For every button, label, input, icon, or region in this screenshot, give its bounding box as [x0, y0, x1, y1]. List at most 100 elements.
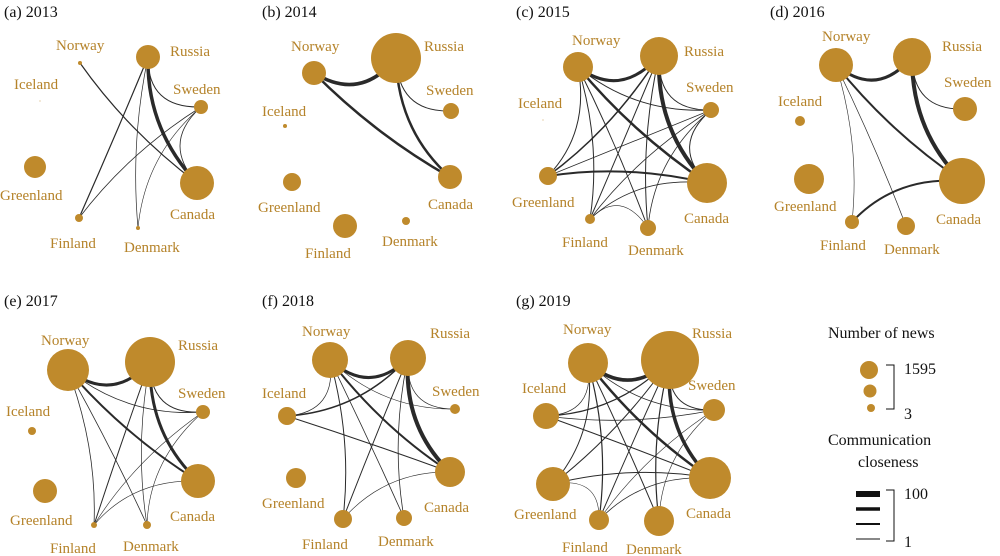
label-finland: Finland [50, 236, 96, 252]
node-russia [136, 45, 160, 69]
label-finland: Finland [305, 246, 351, 262]
panel-title-2015: (c) 2015 [516, 4, 570, 21]
panel-title-2017: (e) 2017 [4, 293, 58, 310]
label-russia: Russia [692, 326, 732, 342]
edge-russia-denmark [135, 56, 149, 229]
label-norway: Norway [291, 39, 340, 55]
edge-norway-denmark [587, 362, 660, 522]
label-iceland: Iceland [6, 404, 51, 420]
node-russia [125, 337, 175, 387]
label-russia: Russia [942, 39, 982, 55]
node-russia [390, 340, 426, 376]
label-finland: Finland [302, 537, 348, 553]
edge-sweden-finland [93, 411, 204, 526]
label-iceland: Iceland [518, 96, 563, 112]
edge-russia-finland [589, 55, 660, 220]
node-greenland [539, 167, 557, 185]
edge-finland-sweden [598, 409, 715, 521]
panel-2016: (d) 2016 Norway Russia Iceland Sweden Greenla… [770, 4, 992, 258]
edge-iceland-sweden [545, 409, 715, 421]
label-norway: Norway [41, 333, 90, 349]
edge-iceland-canada [286, 415, 451, 473]
label-denmark: Denmark [123, 539, 179, 555]
panel-title-2016: (d) 2016 [770, 4, 825, 21]
edge-greenland-russia [547, 55, 660, 177]
node-finland [333, 214, 357, 238]
edge-norway-canada [329, 359, 451, 473]
node-canada [438, 165, 462, 189]
edge-norway-greenland [547, 66, 582, 177]
node-norway [563, 52, 593, 82]
node-iceland [28, 427, 36, 435]
label-greenland: Greenland [514, 507, 577, 523]
label-denmark: Denmark [884, 242, 940, 258]
edge-sweden-finland [78, 106, 202, 219]
label-finland: Finland [562, 235, 608, 251]
edge-russia-finland [342, 357, 409, 520]
panel-title-2014: (b) 2014 [262, 4, 317, 21]
edge-norway-canada [79, 62, 198, 184]
label-canada: Canada [170, 207, 215, 223]
label-sweden: Sweden [426, 83, 474, 99]
node-iceland [533, 403, 559, 429]
label-norway: Norway [822, 29, 871, 45]
label-sweden: Sweden [688, 378, 736, 394]
label-greenland: Greenland [10, 513, 73, 529]
label-greenland: Greenland [0, 188, 63, 204]
label-finland: Finland [562, 540, 608, 556]
legend-closeness-min: 1 [904, 534, 912, 551]
panel-2018: (f) 2018 Norway Russia Iceland Sweden Greenla… [262, 293, 480, 553]
legend-news-max: 1595 [904, 361, 936, 378]
node-sweden [196, 405, 210, 419]
node-canada [687, 163, 727, 203]
edge-sweden-finland [589, 109, 712, 220]
node-sweden [703, 102, 719, 118]
panel-title-2018: (f) 2018 [262, 293, 314, 310]
label-denmark: Denmark [382, 234, 438, 250]
label-iceland: Iceland [522, 381, 567, 397]
node-iceland [283, 124, 287, 128]
label-canada: Canada [428, 197, 473, 213]
node-canada [939, 158, 985, 204]
legend-node-large [860, 361, 878, 379]
edge-sweden-denmark [647, 109, 712, 229]
label-canada: Canada [170, 509, 215, 525]
edge-norway-finland [835, 64, 855, 223]
label-norway: Norway [563, 322, 612, 338]
node-finland [75, 214, 83, 222]
label-russia: Russia [424, 39, 464, 55]
node-iceland [795, 116, 805, 126]
label-iceland: Iceland [262, 104, 307, 120]
node-sweden [194, 100, 208, 114]
label-greenland: Greenland [774, 199, 837, 215]
legend-closeness-title-2: closeness [858, 454, 918, 471]
label-iceland: Iceland [262, 386, 307, 402]
node-norway [47, 349, 89, 391]
edge-russia-canada [405, 356, 452, 474]
node-finland [589, 510, 609, 530]
node-denmark [396, 510, 412, 526]
label-canada: Canada [424, 500, 469, 516]
node-sweden [953, 97, 977, 121]
edge-norway-canada [576, 65, 709, 185]
node-greenland [536, 467, 570, 501]
label-finland: Finland [820, 238, 866, 254]
edge-russia-denmark [645, 55, 660, 229]
node-canada [689, 457, 731, 499]
node-greenland [33, 479, 57, 503]
panel-2014: (b) 2014 Norway Russia Iceland Sweden Greenla… [258, 4, 474, 262]
node-sweden [703, 399, 725, 421]
node-norway [302, 61, 326, 85]
node-russia [641, 331, 699, 389]
legend-news-min: 3 [904, 406, 912, 423]
node-greenland [283, 173, 301, 191]
node-iceland [278, 407, 296, 425]
edge-greenland-sweden [547, 109, 712, 177]
edge-norway-finland [587, 362, 604, 521]
edges-2018 [286, 356, 456, 520]
legend-node-small [867, 404, 875, 412]
edge-greenland-canada [547, 170, 708, 184]
label-denmark: Denmark [626, 542, 682, 556]
